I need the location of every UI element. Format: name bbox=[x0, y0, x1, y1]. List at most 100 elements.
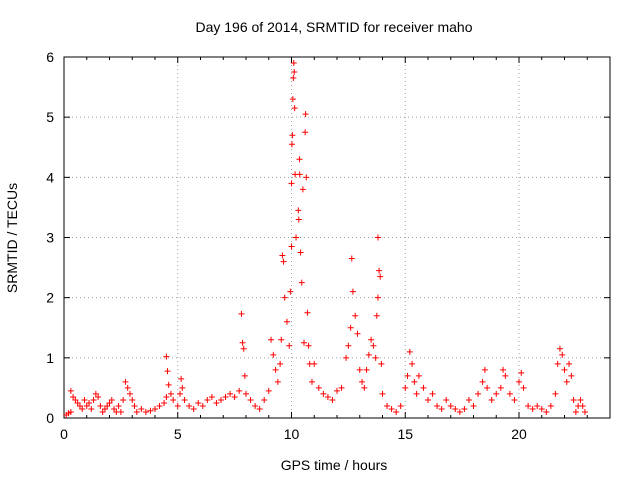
data-point bbox=[131, 402, 138, 409]
data-points bbox=[63, 60, 588, 418]
data-point bbox=[163, 393, 170, 400]
data-point bbox=[520, 384, 527, 391]
data-point bbox=[303, 174, 310, 181]
data-point bbox=[280, 258, 287, 265]
data-point bbox=[547, 402, 554, 409]
data-point bbox=[133, 408, 140, 415]
data-point bbox=[177, 390, 184, 397]
data-point bbox=[361, 384, 368, 391]
data-point bbox=[484, 384, 491, 391]
y-tick-label: 0 bbox=[46, 410, 54, 426]
data-point bbox=[406, 348, 413, 355]
y-tick-label: 6 bbox=[46, 49, 54, 65]
data-point bbox=[70, 393, 77, 400]
data-point bbox=[500, 366, 507, 373]
data-point bbox=[217, 396, 224, 403]
data-point bbox=[81, 396, 88, 403]
data-point bbox=[190, 405, 197, 412]
data-point bbox=[529, 405, 536, 412]
data-point bbox=[167, 390, 174, 397]
data-point bbox=[295, 207, 302, 214]
data-point bbox=[302, 111, 309, 118]
data-point bbox=[195, 399, 202, 406]
data-point bbox=[363, 366, 370, 373]
data-point bbox=[402, 384, 409, 391]
data-point bbox=[120, 396, 127, 403]
data-point bbox=[164, 368, 171, 375]
data-point bbox=[90, 396, 97, 403]
data-point bbox=[274, 378, 281, 385]
data-point bbox=[101, 405, 108, 412]
data-point bbox=[297, 249, 304, 256]
data-point bbox=[554, 360, 561, 367]
data-point bbox=[374, 234, 381, 241]
data-point bbox=[409, 360, 416, 367]
data-point bbox=[95, 393, 102, 400]
data-point bbox=[111, 405, 118, 412]
data-point bbox=[429, 390, 436, 397]
data-point bbox=[518, 369, 525, 376]
data-point bbox=[67, 387, 74, 394]
chart-title: Day 196 of 2014, SRMTID for receiver mah… bbox=[195, 19, 472, 35]
data-point bbox=[516, 378, 522, 385]
data-point bbox=[83, 402, 90, 409]
data-point bbox=[434, 402, 441, 409]
data-point bbox=[174, 402, 181, 409]
data-point bbox=[231, 393, 238, 400]
data-point bbox=[261, 396, 268, 403]
data-point bbox=[181, 396, 188, 403]
data-point bbox=[289, 132, 296, 139]
data-point bbox=[298, 279, 305, 286]
data-point bbox=[138, 405, 145, 412]
data-point bbox=[152, 405, 158, 412]
grid bbox=[64, 57, 610, 418]
data-point bbox=[354, 330, 361, 337]
data-point bbox=[286, 342, 293, 349]
data-point bbox=[76, 402, 83, 409]
data-point bbox=[165, 381, 172, 388]
data-point bbox=[104, 402, 111, 409]
data-point bbox=[239, 339, 246, 346]
data-point bbox=[379, 390, 386, 397]
data-point bbox=[311, 360, 318, 367]
data-point bbox=[289, 96, 296, 103]
data-point bbox=[92, 390, 99, 397]
data-point bbox=[502, 372, 509, 379]
data-point bbox=[199, 402, 206, 409]
data-point bbox=[290, 60, 297, 67]
data-point bbox=[156, 402, 163, 409]
data-point bbox=[278, 336, 285, 343]
data-point bbox=[475, 390, 482, 397]
data-point bbox=[304, 309, 311, 316]
data-point bbox=[67, 408, 74, 415]
data-point bbox=[227, 390, 234, 397]
data-point bbox=[281, 294, 288, 301]
data-point bbox=[479, 378, 486, 385]
data-point bbox=[568, 372, 575, 379]
data-point bbox=[291, 69, 298, 76]
y-tick-label: 2 bbox=[46, 290, 54, 306]
data-point bbox=[481, 366, 488, 373]
data-point bbox=[99, 408, 106, 415]
data-point bbox=[315, 384, 322, 391]
data-point bbox=[122, 378, 129, 385]
data-point bbox=[308, 378, 315, 385]
x-axis-label: GPS time / hours bbox=[281, 457, 388, 473]
data-point bbox=[373, 312, 380, 319]
data-point bbox=[559, 351, 566, 358]
data-point bbox=[296, 156, 303, 163]
data-point bbox=[561, 366, 568, 373]
data-point bbox=[129, 396, 136, 403]
data-point bbox=[368, 336, 375, 343]
data-point bbox=[305, 342, 312, 349]
data-point bbox=[374, 294, 381, 301]
data-point bbox=[356, 366, 363, 373]
data-point bbox=[411, 378, 418, 385]
data-point bbox=[397, 402, 404, 409]
axis-ticks: 0 5 10 15 20 0 1 2 3 4 5 6 bbox=[46, 49, 610, 442]
data-point bbox=[525, 402, 532, 409]
data-point bbox=[302, 129, 309, 136]
data-point bbox=[320, 390, 327, 397]
data-point bbox=[301, 339, 308, 346]
